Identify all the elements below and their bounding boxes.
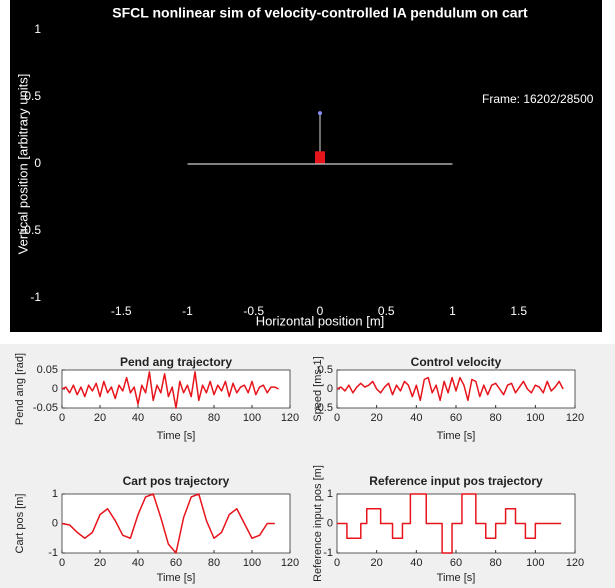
y-tick-label: 0 [52, 517, 58, 529]
x-tick-label: 20 [371, 557, 383, 569]
x-tick-label: 20 [94, 557, 106, 569]
y-tick-label: 0 [327, 383, 333, 395]
y-axis-label: Reference input pos [m] [312, 465, 324, 582]
x-tick-label: -1.5 [111, 304, 132, 318]
x-tick-label: 100 [526, 557, 544, 569]
x-tick-label: 40 [132, 557, 144, 569]
y-tick-label: 0 [52, 383, 58, 395]
x-tick-label: 100 [243, 557, 261, 569]
x-tick-label: 120 [281, 557, 299, 569]
x-tick-label: 120 [281, 412, 299, 424]
x-tick-label: 80 [490, 557, 502, 569]
x-tick-label: 0 [59, 557, 65, 569]
y-tick-label: 1 [34, 22, 41, 36]
x-tick-label: 0 [334, 557, 340, 569]
chart-title: Reference input pos trajectory [369, 474, 543, 488]
x-tick-label: 40 [410, 557, 422, 569]
x-tick-label: 100 [243, 412, 261, 424]
x-axis-label: Time [s] [157, 572, 196, 584]
x-tick-label: 0.5 [378, 304, 395, 318]
x-tick-label: 120 [566, 412, 584, 424]
chart-title: Pend ang trajectory [120, 355, 232, 369]
bob [318, 111, 322, 116]
x-tick-label: 0 [334, 412, 340, 424]
chart-title: Control velocity [411, 355, 502, 369]
data-line [337, 493, 562, 554]
chart-title: SFCL nonlinear sim of velocity-controlle… [112, 5, 528, 21]
x-tick-label: 1.5 [510, 304, 527, 318]
y-tick-label: -1 [30, 290, 41, 304]
x-tick-label: 0 [317, 304, 324, 318]
y-tick-label: -0.5 [20, 223, 41, 237]
x-tick-label: 80 [208, 412, 220, 424]
y-tick-label: -0.5 [314, 402, 333, 414]
x-axis-label: Horizontal position [m] [256, 313, 385, 328]
y-tick-label: 0 [34, 156, 41, 170]
x-tick-label: -1 [182, 304, 193, 318]
y-tick-label: -1 [323, 547, 333, 559]
y-tick-label: 0.5 [318, 364, 333, 376]
y-tick-label: -1 [48, 547, 58, 559]
y-tick-label: 1 [52, 488, 58, 500]
y-tick-label: 0 [327, 517, 333, 529]
y-tick-label: 0.05 [37, 364, 58, 376]
axes-box [61, 493, 291, 554]
x-tick-label: 1 [449, 304, 456, 318]
x-axis-label: Time [s] [437, 572, 476, 584]
x-tick-label: 40 [132, 412, 144, 424]
x-tick-label: 60 [450, 557, 462, 569]
cart [315, 151, 325, 164]
x-tick-label: 120 [566, 557, 584, 569]
x-tick-label: 40 [410, 412, 422, 424]
chart-title: Cart pos trajectory [123, 474, 230, 488]
top-panel [10, 0, 602, 332]
y-axis-label: Vertical position [arbitrary units] [15, 74, 30, 255]
y-tick-label: 0.5 [24, 89, 41, 103]
x-tick-label: 60 [450, 412, 462, 424]
x-tick-label: 60 [170, 412, 182, 424]
y-tick-label: 1 [327, 488, 333, 500]
x-axis-label: Time [s] [157, 430, 196, 442]
x-tick-label: -0.5 [243, 304, 264, 318]
annotation: Frame: 16202/28500 [482, 92, 594, 106]
x-tick-label: 100 [526, 412, 544, 424]
y-axis-label: Pend ang [rad] [14, 353, 26, 425]
x-tick-label: 20 [94, 412, 106, 424]
y-axis-label: Cart pos [m] [14, 494, 26, 554]
axes-box [61, 369, 291, 409]
y-tick-label: -0.05 [33, 402, 58, 414]
data-line [61, 493, 275, 554]
x-tick-label: 20 [371, 412, 383, 424]
x-tick-label: 80 [208, 557, 220, 569]
x-tick-label: 80 [490, 412, 502, 424]
data-line [61, 371, 279, 409]
x-tick-label: 0 [59, 412, 65, 424]
x-tick-label: 60 [170, 557, 182, 569]
y-axis-label: Speed [ms-1] [312, 356, 324, 421]
x-axis-label: Time [s] [437, 430, 476, 442]
data-line [336, 376, 564, 402]
